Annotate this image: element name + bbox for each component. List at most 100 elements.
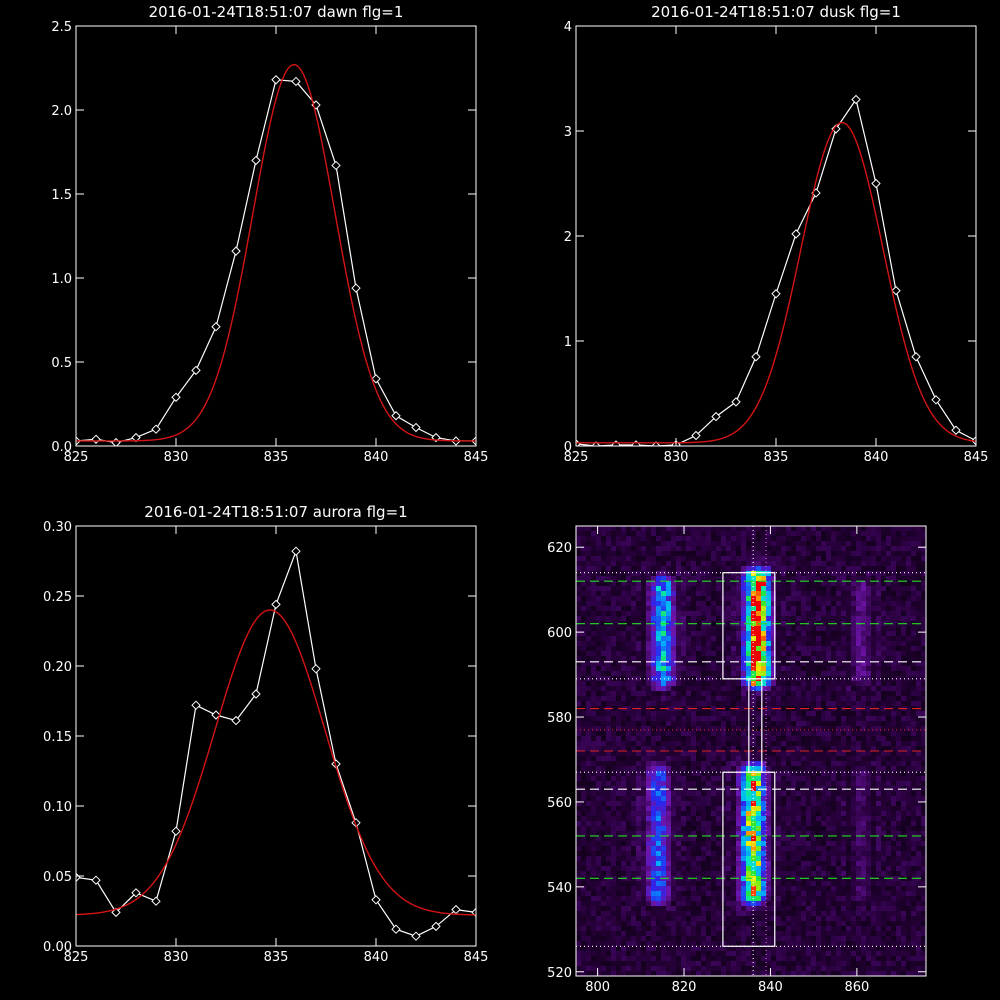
heatmap-cell xyxy=(721,526,726,531)
heatmap-cell xyxy=(726,541,731,546)
heatmap-cell xyxy=(826,836,831,841)
heatmap-cell xyxy=(776,866,781,871)
heatmap-cell xyxy=(681,651,686,656)
heatmap-cell xyxy=(881,601,886,606)
heatmap-cell xyxy=(696,566,701,571)
heatmap-cell xyxy=(841,771,846,776)
heatmap-cell xyxy=(621,556,626,561)
heatmap-cell xyxy=(806,656,811,661)
heatmap-cell xyxy=(621,701,626,706)
heatmap-cell xyxy=(851,726,856,731)
heatmap-cell xyxy=(631,686,636,691)
heatmap-cell xyxy=(766,571,771,576)
heatmap-cell xyxy=(731,581,736,586)
heatmap-cell xyxy=(796,636,801,641)
heatmap-cell xyxy=(896,781,901,786)
heatmap-cell xyxy=(621,716,626,721)
heatmap-cell xyxy=(611,781,616,786)
heatmap-cell xyxy=(801,766,806,771)
heatmap-cell xyxy=(826,636,831,641)
heatmap-cell xyxy=(676,696,681,701)
heatmap-cell xyxy=(766,546,771,551)
heatmap-cell xyxy=(591,596,596,601)
heatmap-cell xyxy=(796,616,801,621)
heatmap-cell xyxy=(576,851,581,856)
heatmap-cell xyxy=(846,601,851,606)
heatmap-cell xyxy=(766,761,771,766)
heatmap-cell xyxy=(576,681,581,686)
heatmap-cell xyxy=(901,776,906,781)
heatmap-cell xyxy=(636,801,641,806)
heatmap-cell xyxy=(796,816,801,821)
heatmap-cell xyxy=(646,646,651,651)
heatmap-cell xyxy=(616,551,621,556)
heatmap-cell xyxy=(751,581,756,586)
heatmap-cell xyxy=(811,686,816,691)
heatmap-cell xyxy=(846,776,851,781)
heatmap-cell xyxy=(631,591,636,596)
heatmap-cell xyxy=(631,711,636,716)
heatmap-cell xyxy=(916,746,921,751)
heatmap-cell xyxy=(651,716,656,721)
heatmap-cell xyxy=(921,661,926,666)
heatmap-cell xyxy=(696,721,701,726)
heatmap-cell xyxy=(576,746,581,751)
heatmap-cell xyxy=(781,771,786,776)
heatmap-cell xyxy=(766,561,771,566)
heatmap-cell xyxy=(806,766,811,771)
heatmap-cell xyxy=(581,776,586,781)
heatmap-cell xyxy=(851,826,856,831)
heatmap-cell xyxy=(706,701,711,706)
heatmap-cell xyxy=(626,696,631,701)
heatmap-cell xyxy=(646,671,651,676)
heatmap-cell xyxy=(646,771,651,776)
heatmap-cell xyxy=(641,631,646,636)
heatmap-cell xyxy=(616,526,621,531)
heatmap-cell xyxy=(581,771,586,776)
heatmap-cell xyxy=(666,651,671,656)
heatmap-cell xyxy=(856,761,861,766)
heatmap-cell xyxy=(751,586,756,591)
heatmap-cell xyxy=(856,721,861,726)
heatmap-cell xyxy=(691,536,696,541)
heatmap-cell xyxy=(606,741,611,746)
heatmap-cell xyxy=(871,771,876,776)
heatmap-cell xyxy=(696,621,701,626)
heatmap-cell xyxy=(856,576,861,581)
data-point xyxy=(371,374,381,384)
heatmap-cell xyxy=(731,541,736,546)
heatmap-cell xyxy=(811,666,816,671)
heatmap-cell xyxy=(641,846,646,851)
heatmap-cell xyxy=(826,631,831,636)
heatmap-cell xyxy=(861,666,866,671)
heatmap-cell xyxy=(846,851,851,856)
heatmap-cell xyxy=(721,731,726,736)
heatmap-cell xyxy=(911,741,916,746)
heatmap-cell xyxy=(776,716,781,721)
heatmap-cell xyxy=(581,691,586,696)
heatmap-cell xyxy=(656,746,661,751)
heatmap-cell xyxy=(871,776,876,781)
heatmap-cell xyxy=(701,791,706,796)
heatmap-cell xyxy=(816,566,821,571)
heatmap-cell xyxy=(861,526,866,531)
heatmap-cell xyxy=(766,671,771,676)
heatmap-cell xyxy=(891,816,896,821)
heatmap-cell xyxy=(816,716,821,721)
data-point xyxy=(771,289,781,299)
heatmap-cell xyxy=(576,761,581,766)
heatmap-cell xyxy=(601,561,606,566)
heatmap-cell xyxy=(891,631,896,636)
heatmap-cell xyxy=(626,796,631,801)
heatmap-cell xyxy=(826,551,831,556)
heatmap-cell xyxy=(726,571,731,576)
heatmap-cell xyxy=(616,851,621,856)
heatmap-cell xyxy=(596,641,601,646)
heatmap-cell xyxy=(586,706,591,711)
heatmap-cell xyxy=(836,541,841,546)
heatmap-cell xyxy=(676,571,681,576)
heatmap-cell xyxy=(811,796,816,801)
heatmap-cell xyxy=(706,641,711,646)
heatmap-cell xyxy=(761,551,766,556)
heatmap-cell xyxy=(676,661,681,666)
